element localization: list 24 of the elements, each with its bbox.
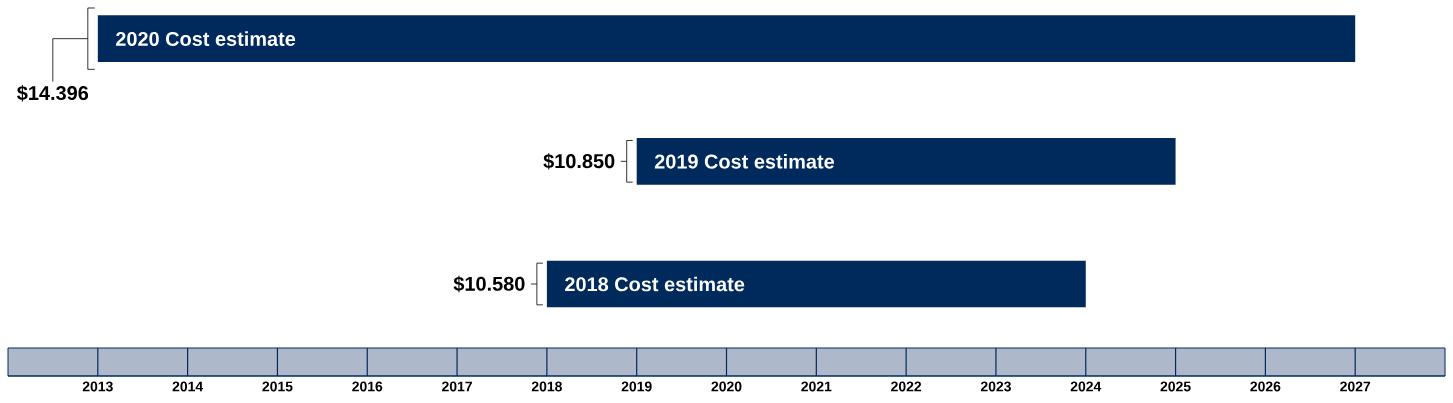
x-tick-label: 2015 xyxy=(262,381,293,392)
y-tick-label: 2019 Cost estimate xyxy=(654,154,835,169)
x-tick-label: 2022 xyxy=(891,381,922,392)
x-tick-label: 2016 xyxy=(352,381,383,392)
x-tick-label: 2020 xyxy=(711,381,742,392)
bar xyxy=(546,260,1086,308)
annotation: $14.396 xyxy=(17,85,89,102)
x-tick-label: 2025 xyxy=(1160,381,1191,392)
x-tick-label: 2023 xyxy=(980,381,1011,392)
x-tick-label: 2024 xyxy=(1070,381,1102,392)
annotation: $10.850 xyxy=(543,153,615,170)
x-tick-label: 2021 xyxy=(801,381,832,392)
x-tick-label: 2017 xyxy=(442,381,472,392)
y-tick-label: 2018 Cost estimate xyxy=(565,276,745,292)
x-tick-label: 2026 xyxy=(1250,381,1281,392)
bar xyxy=(636,138,1176,185)
y-tick-label: 2020 Cost estimate xyxy=(116,31,296,46)
x-tick-label: 2027 xyxy=(1340,381,1371,392)
annotation: $10.580 xyxy=(453,275,525,293)
x-tick-label: 2013 xyxy=(82,381,113,392)
bar xyxy=(97,15,1356,62)
x-tick-label: 2018 xyxy=(531,381,562,392)
x-tick-label: 2014 xyxy=(172,381,204,392)
x-tick-label: 2019 xyxy=(621,381,652,392)
